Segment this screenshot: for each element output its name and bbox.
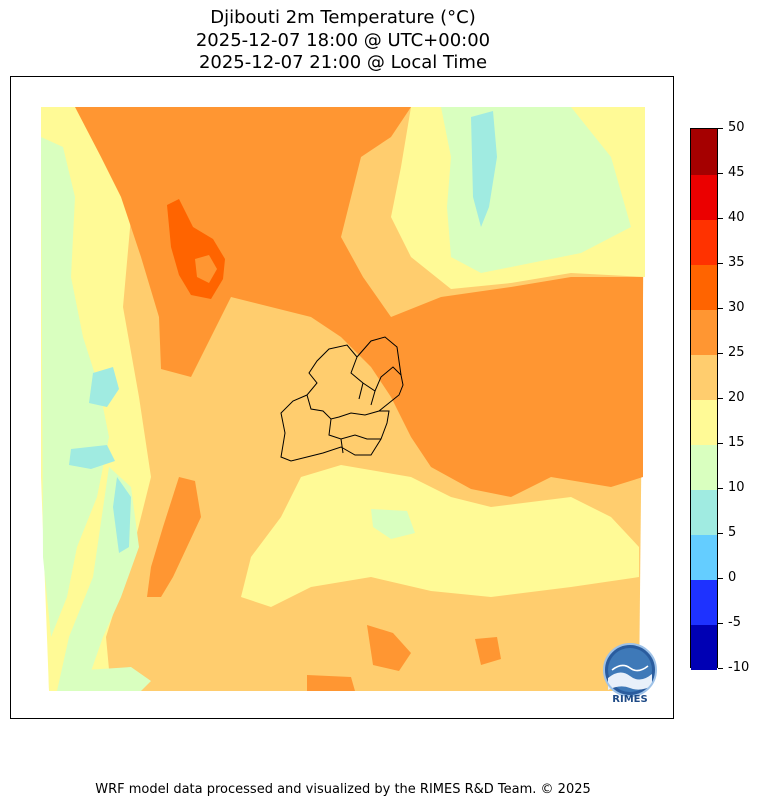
temp-band-5-10-west-3 bbox=[113, 477, 131, 553]
colorbar-segment bbox=[691, 309, 717, 355]
colorbar-tick-label: -10 bbox=[728, 660, 750, 675]
colorbar-tick bbox=[718, 533, 723, 534]
colorbar-tick-label: 0 bbox=[728, 570, 737, 585]
temp-band-25-30-south-1 bbox=[367, 625, 411, 671]
temp-band-25-30-hole bbox=[195, 255, 217, 283]
temperature-colorbar bbox=[690, 128, 718, 670]
temp-band-5-10-west-1 bbox=[89, 367, 119, 407]
colorbar-segment bbox=[691, 579, 717, 625]
colorbar-tick bbox=[718, 443, 723, 444]
colorbar-segment bbox=[691, 354, 717, 400]
temp-band-5-10-west-2 bbox=[69, 445, 115, 469]
map-frame bbox=[10, 76, 674, 719]
temperature-map bbox=[41, 107, 645, 691]
colorbar-tick-label: 30 bbox=[728, 300, 745, 315]
temp-band-15-20-south bbox=[241, 465, 639, 607]
colorbar-tick bbox=[718, 353, 723, 354]
colorbar-tick bbox=[718, 173, 723, 174]
colorbar-tick-label: 25 bbox=[728, 345, 745, 360]
temp-band-25-30-southwest bbox=[147, 477, 201, 597]
colorbar-tick-label: 40 bbox=[728, 210, 745, 225]
map-title-line-2: 2025-12-07 18:00 @ UTC+00:00 bbox=[195, 30, 491, 51]
colorbar-tick-label: 15 bbox=[728, 435, 745, 450]
temp-band-10-15-south bbox=[371, 509, 415, 539]
temp-band-25-30-south-2 bbox=[475, 637, 501, 665]
colorbar-tick bbox=[718, 308, 723, 309]
colorbar-segment bbox=[691, 129, 717, 175]
colorbar-tick-label: -5 bbox=[728, 615, 741, 630]
colorbar-tick bbox=[718, 263, 723, 264]
colorbar-tick bbox=[718, 578, 723, 579]
temp-band-25-30-south-3 bbox=[307, 675, 355, 691]
colorbar-segment bbox=[691, 489, 717, 535]
rimes-logo-text: RIMES bbox=[612, 694, 648, 705]
colorbar-segment bbox=[691, 264, 717, 310]
temp-band-25-30-north bbox=[75, 107, 643, 497]
map-title-line-3: 2025-12-07 21:00 @ Local Time bbox=[198, 52, 488, 73]
colorbar-segment bbox=[691, 219, 717, 265]
rimes-logo-icon bbox=[603, 643, 657, 697]
temp-band-10-15-west bbox=[41, 137, 109, 637]
map-title-line-1: Djibouti 2m Temperature (°C) bbox=[210, 7, 476, 28]
colorbar-tick-label: 35 bbox=[728, 255, 745, 270]
djibouti-border-lines bbox=[280, 336, 404, 462]
colorbar-tick bbox=[718, 488, 723, 489]
colorbar-segment bbox=[691, 399, 717, 445]
colorbar-tick bbox=[718, 128, 723, 129]
colorbar-tick-label: 20 bbox=[728, 390, 745, 405]
temp-band-10-15-southwest bbox=[71, 667, 151, 691]
colorbar-tick bbox=[718, 218, 723, 219]
colorbar-segment bbox=[691, 444, 717, 490]
colorbar-tick bbox=[718, 623, 723, 624]
colorbar-segment bbox=[691, 624, 717, 670]
colorbar-tick-label: 50 bbox=[728, 120, 745, 135]
temp-band-5-10-northeast bbox=[471, 111, 497, 227]
footer-credit: WRF model data processed and visualized … bbox=[95, 782, 591, 797]
colorbar-segment bbox=[691, 174, 717, 220]
colorbar-tick-label: 10 bbox=[728, 480, 745, 495]
colorbar-tick-label: 5 bbox=[728, 525, 737, 540]
colorbar-tick bbox=[718, 398, 723, 399]
colorbar-tick-label: 45 bbox=[728, 165, 745, 180]
colorbar-tick bbox=[718, 668, 723, 669]
colorbar-segment bbox=[691, 534, 717, 580]
